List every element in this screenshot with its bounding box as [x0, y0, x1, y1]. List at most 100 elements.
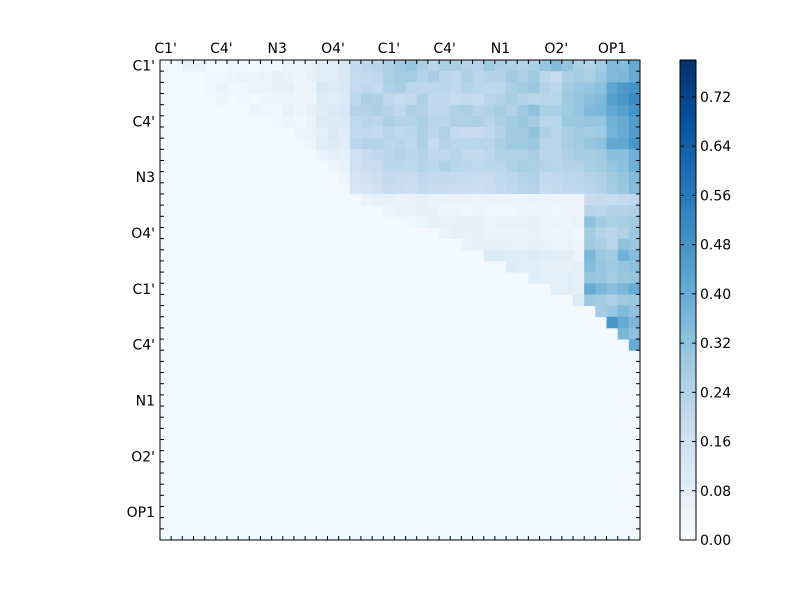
heatmap-cell [427, 93, 440, 106]
heatmap-cell [316, 149, 328, 161]
heatmap-cell [461, 160, 473, 173]
heatmap-cell [606, 216, 619, 228]
heatmap-cell [528, 104, 540, 117]
heatmap-cell [260, 104, 273, 117]
heatmap-cell [617, 327, 630, 340]
heatmap-cell [327, 60, 339, 72]
heatmap-cell [506, 93, 518, 106]
heatmap-cell [416, 193, 429, 206]
heatmap-cell [573, 294, 585, 306]
heatmap-cell [394, 104, 406, 117]
heatmap-cell [539, 60, 552, 72]
heatmap-cell [628, 227, 641, 239]
heatmap-cell [427, 104, 440, 117]
heatmap-cell [573, 104, 585, 117]
heatmap-cell [394, 205, 406, 217]
heatmap-cell [338, 60, 351, 72]
heatmap-cell [561, 283, 574, 295]
heatmap-cell [539, 205, 552, 217]
heatmap-cell [584, 160, 596, 173]
colorbar-tick-label: 0.08 [700, 484, 731, 500]
heatmap-cell [573, 216, 585, 228]
heatmap-cell [573, 71, 585, 83]
y-tick-label: N1 [136, 393, 155, 409]
heatmap-cell [293, 60, 306, 72]
heatmap-cell [316, 82, 328, 94]
heatmap-cell [383, 60, 395, 72]
heatmap-cell [573, 115, 585, 128]
heatmap-cell [617, 249, 630, 262]
y-tick-label: OP1 [127, 505, 155, 521]
heatmap-cell [584, 149, 596, 161]
heatmap-cell [539, 71, 552, 83]
heatmap-cell [561, 60, 574, 72]
heatmap-cell [182, 60, 194, 72]
heatmap-cell [517, 104, 529, 117]
heatmap-cell [405, 216, 418, 228]
heatmap-cell [427, 82, 440, 94]
heatmap-cell [606, 82, 619, 94]
heatmap-cell [628, 171, 641, 184]
heatmap-cell [539, 160, 552, 173]
heatmap-cell [427, 138, 440, 150]
heatmap-cell [550, 115, 563, 128]
heatmap-cell [215, 93, 228, 106]
heatmap-cell [517, 193, 529, 206]
heatmap-cell [416, 115, 429, 128]
heatmap-cell [595, 126, 607, 139]
heatmap-cell [517, 149, 529, 161]
heatmap-cell [450, 193, 462, 206]
heatmap-cell [584, 272, 596, 284]
heatmap-cell [528, 238, 540, 251]
heatmap-cell [573, 193, 585, 206]
heatmap-cell [249, 82, 261, 94]
heatmap-cell [595, 216, 607, 228]
heatmap-cell [606, 149, 619, 161]
heatmap-cell [349, 171, 362, 184]
heatmap-cell [573, 283, 585, 295]
heatmap-cell [584, 171, 596, 184]
heatmap-cell [494, 193, 507, 206]
heatmap-cell [506, 171, 518, 184]
heatmap-cell [226, 60, 239, 72]
heatmap-cell [439, 193, 451, 206]
heatmap-cell [439, 126, 451, 139]
heatmap-cell [539, 216, 552, 228]
heatmap-cell [506, 193, 518, 206]
heatmap-cell [405, 182, 418, 195]
heatmap-cell [494, 115, 507, 128]
heatmap-cell [595, 60, 607, 72]
heatmap-cell [439, 82, 451, 94]
heatmap-cell [271, 82, 284, 94]
heatmap-cell [472, 71, 485, 83]
axis-ticks [159, 59, 641, 541]
heatmap-cell [506, 82, 518, 94]
heatmap-cell [349, 182, 362, 195]
heatmap-cell [293, 126, 306, 139]
heatmap-cell [360, 182, 373, 195]
heatmap-cell [517, 138, 529, 150]
heatmap-cell [584, 115, 596, 128]
heatmap-cell [405, 104, 418, 117]
heatmap-cell [561, 104, 574, 117]
heatmap-cell [305, 60, 317, 72]
heatmap-cell [584, 216, 596, 228]
heatmap-cell [595, 182, 607, 195]
heatmap-cell [528, 249, 540, 262]
heatmap-cell [483, 193, 496, 206]
heatmap-cell [439, 227, 451, 239]
heatmap-cell [450, 82, 462, 94]
heatmap-cell [427, 115, 440, 128]
heatmap-cell [316, 71, 328, 83]
heatmap-cell [416, 126, 429, 139]
heatmap-cell [316, 126, 328, 139]
heatmap-cell [394, 115, 406, 128]
heatmap-cell [528, 71, 540, 83]
heatmap-cell [606, 227, 619, 239]
heatmap-cell [528, 93, 540, 106]
heatmap-cell [617, 260, 630, 273]
heatmap-cell [528, 227, 540, 239]
heatmap-cell [550, 60, 563, 72]
heatmap-cell [349, 160, 362, 173]
heatmap-cell [561, 138, 574, 150]
